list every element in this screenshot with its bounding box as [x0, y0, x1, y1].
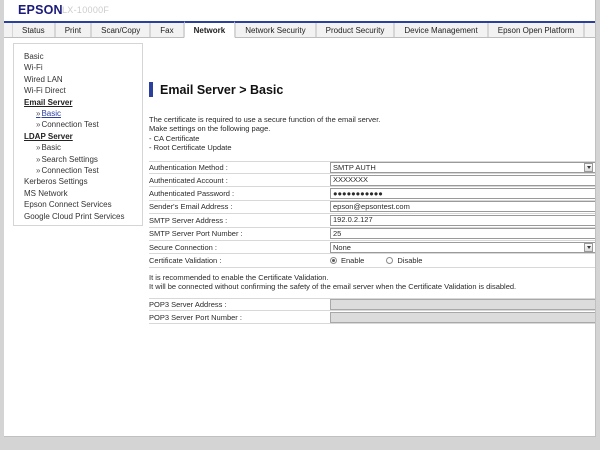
sidebar-item-epson-connect-services[interactable]: Epson Connect Services [24, 200, 112, 210]
epson-logo: EPSON [18, 3, 63, 17]
value-authentication-method: SMTP AUTH [330, 161, 595, 173]
form-row-smtp-server-address: SMTP Server Address : 192.0.2.127 [149, 214, 595, 228]
sidebar-nav: Basic Wi-Fi Wired LAN Wi-Fi Direct Email Ser… [13, 43, 143, 226]
note-line: It is recommended to enable the Certific… [149, 272, 329, 282]
sidebar-item-kerberos-settings[interactable]: Kerberos Settings [24, 177, 88, 187]
select-authentication-method[interactable]: SMTP AUTH [330, 161, 595, 173]
input-authenticated-account[interactable]: XXXXXXX [330, 174, 595, 186]
form-row-pop3-server-address: POP3 Server Address : [149, 297, 595, 311]
tab-device-management[interactable]: Device Management [394, 23, 488, 37]
label-authenticated-account: Authenticated Account : [149, 175, 228, 185]
label-authentication-method: Authentication Method : [149, 162, 228, 172]
value-pop3-server-port-number [330, 311, 595, 323]
select-value-authentication-method: SMTP AUTH [333, 162, 376, 172]
input-smtp-server-port-number[interactable]: 25 [330, 228, 595, 240]
radio-option-disable[interactable]: Disable [386, 256, 422, 265]
sidebar-item-wired-lan[interactable]: Wired LAN [24, 74, 63, 84]
tab-scan-copy[interactable]: Scan/Copy [91, 23, 151, 37]
description-line: - Root Certificate Update [149, 143, 232, 153]
sidebar-item-ms-network[interactable]: MS Network [24, 188, 68, 198]
value-authenticated-password: ●●●●●●●●●●● [330, 188, 595, 200]
sidebar-item-google-cloud-print-services[interactable]: Google Cloud Print Services [24, 211, 125, 221]
title-accent-bar [149, 82, 153, 97]
browser-page: EPSON LX-10000F Status Print Scan/Copy Fax N… [4, 0, 596, 437]
form-row-secure-connection: Secure Connection : None [149, 241, 595, 255]
tab-bar-filler [584, 23, 595, 37]
label-certificate-validation: Certificate Validation : [149, 256, 222, 266]
form-row-sender-s-email-address: Sender's Email Address : epson@epsontest.… [149, 201, 595, 215]
label-pop3-server-address: POP3 Server Address : [149, 299, 227, 309]
printer-model-label: LX-10000F [62, 5, 110, 15]
form-row-authentication-method: Authentication Method : SMTP AUTH [149, 160, 595, 175]
sidebar-item-connection-test[interactable]: Connection Test [24, 119, 142, 130]
sidebar-item-wi-fi-direct[interactable]: Wi-Fi Direct [24, 86, 66, 96]
description-line: Make settings on the following page. [149, 124, 271, 134]
label-pop3-server-port-number: POP3 Server Port Number : [149, 312, 242, 322]
app-header: EPSON LX-10000F [4, 0, 595, 21]
sidebar-item-basic[interactable]: Basic [24, 52, 44, 61]
label-smtp-server-port-number: SMTP Server Port Number : [149, 229, 243, 239]
radio-icon-enable[interactable] [330, 257, 337, 265]
label-authenticated-password: Authenticated Password : [149, 189, 235, 199]
page-description: The certificate is required to use a sec… [149, 115, 595, 153]
value-secure-connection: None [330, 241, 595, 253]
main-content: Email Server > Basic The certificate is … [149, 38, 595, 436]
tab-network[interactable]: Network [183, 21, 236, 38]
tab-fax[interactable]: Fax [150, 23, 184, 37]
select-value-secure-connection: None [333, 242, 351, 252]
value-pop3-server-address [330, 298, 595, 310]
select-secure-connection[interactable]: None [330, 241, 595, 253]
radio-label-disable: Disable [397, 256, 423, 266]
label-smtp-server-address: SMTP Server Address : [149, 215, 228, 225]
pop3-form: POP3 Server Address : POP3 Server Port Nu… [149, 297, 595, 325]
label-sender-s-email-address: Sender's Email Address : [149, 202, 233, 212]
sidebar-item-search-settings[interactable]: Search Settings [24, 154, 142, 165]
radio-option-enable[interactable]: Enable [330, 256, 364, 265]
page-title: Email Server > Basic [160, 82, 284, 97]
description-line: - CA Certificate [149, 133, 200, 143]
tab-print[interactable]: Print [54, 23, 92, 37]
input-pop3-server-address [330, 298, 595, 310]
email-server-form: Authentication Method : SMTP AUTH Authenti… [149, 160, 595, 268]
value-sender-s-email-address: epson@epsontest.com [330, 201, 595, 213]
tab-network-security[interactable]: Network Security [235, 23, 316, 37]
value-certificate-validation: Enable Disable [330, 256, 595, 265]
tab-status[interactable]: Status [12, 23, 55, 37]
certificate-validation-note: It is recommended to enable the Certific… [149, 272, 595, 292]
value-smtp-server-address: 192.0.2.127 [330, 214, 595, 226]
description-line: The certificate is required to use a sec… [149, 115, 381, 124]
value-smtp-server-port-number: 25 [330, 228, 595, 240]
value-authenticated-account: XXXXXXX [330, 174, 595, 186]
page-title-wrap: Email Server > Basic [149, 82, 595, 97]
sidebar-item-email-server[interactable]: Email Server [24, 97, 73, 107]
tab-product-security[interactable]: Product Security [315, 23, 395, 37]
input-pop3-server-port-number [330, 311, 595, 323]
note-line: It will be connected without confirming … [149, 282, 517, 292]
page-body: Basic Wi-Fi Wired LAN Wi-Fi Direct Email Ser… [4, 38, 595, 436]
sidebar-item-ldap-server[interactable]: LDAP Server [24, 131, 73, 141]
form-row-authenticated-account: Authenticated Account : XXXXXXX [149, 174, 595, 188]
tab-epson-open-platform[interactable]: Epson Open Platform [487, 23, 585, 37]
radio-icon-disable[interactable] [386, 257, 394, 265]
form-row-smtp-server-port-number: SMTP Server Port Number : 25 [149, 228, 595, 241]
label-secure-connection: Secure Connection : [149, 242, 217, 252]
input-smtp-server-address[interactable]: 192.0.2.127 [330, 214, 595, 226]
main-tab-bar: Status Print Scan/Copy Fax Network Network Se… [4, 21, 595, 38]
input-sender-s-email-address[interactable]: epson@epsontest.com [330, 201, 595, 213]
certificate-validation-radio-group: Enable Disable [330, 256, 422, 265]
sidebar-item-basic[interactable]: Basic [24, 142, 142, 153]
chevron-down-icon[interactable] [584, 162, 593, 172]
sidebar-item-connection-test[interactable]: Connection Test [24, 165, 142, 176]
form-row-authenticated-password: Authenticated Password : ●●●●●●●●●●● [149, 187, 595, 201]
form-row-pop3-server-port-number: POP3 Server Port Number : [149, 311, 595, 325]
sidebar-item-wi-fi[interactable]: Wi-Fi [24, 63, 43, 73]
radio-label-enable: Enable [341, 256, 365, 266]
input-authenticated-password[interactable]: ●●●●●●●●●●● [330, 188, 595, 200]
chevron-down-icon[interactable] [584, 242, 593, 252]
sidebar-item-basic[interactable]: Basic [24, 108, 142, 119]
form-row-certificate-validation: Certificate Validation : Enable Disable [149, 254, 595, 268]
